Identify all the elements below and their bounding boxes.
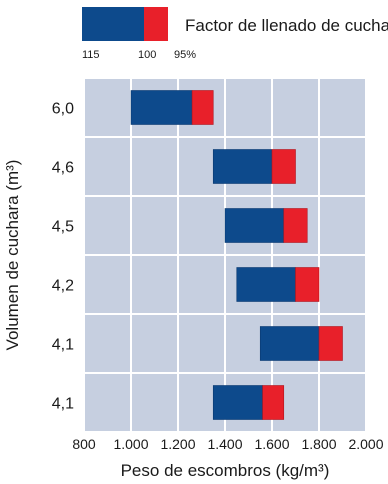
legend-swatch-red: [144, 7, 168, 41]
bar-red-4: [318, 326, 343, 361]
bar-red-0: [191, 90, 214, 125]
bars: [130, 90, 343, 420]
bar-red-2: [283, 208, 308, 243]
y-tick-label: 4,6: [52, 160, 74, 177]
bar-red-3: [295, 267, 320, 302]
bar-blue-1: [212, 149, 273, 184]
bar-red-1: [271, 149, 296, 184]
y-axis-label: Volumen de cuchara (m³): [3, 160, 22, 351]
x-tick-label: 1.400: [207, 436, 242, 452]
y-tick-label: 4,1: [52, 396, 74, 413]
bar-blue-3: [236, 267, 296, 302]
x-tick-label: 1.000: [113, 436, 148, 452]
legend-swatch-blue: [82, 7, 144, 41]
x-tick-label: 1.600: [254, 436, 289, 452]
x-tick-label: 1.200: [160, 436, 195, 452]
y-tick-label: 6,0: [52, 101, 74, 118]
x-tick-label: 800: [72, 436, 96, 452]
legend-sublabel-95: 95%: [174, 49, 196, 61]
grid: [83, 77, 367, 433]
bar-blue-4: [259, 326, 320, 361]
y-tick-label: 4,1: [52, 337, 74, 354]
legend-sublabel-100: 100: [138, 49, 156, 61]
bar-red-5: [262, 385, 285, 420]
bar-blue-2: [224, 208, 285, 243]
plot-border: [83, 77, 367, 433]
x-tick-label: 2.000: [348, 436, 383, 452]
y-tick-label: 4,5: [52, 219, 74, 236]
x-axis-label: Peso de escombros (kg/m³): [121, 461, 330, 480]
x-tick-label: 1.800: [301, 436, 336, 452]
y-tick-label: 4,2: [52, 278, 74, 295]
x-tick-labels: 800 1.000 1.200 1.400 1.600 1.800 2.000: [72, 436, 383, 452]
bar-blue-0: [130, 90, 193, 125]
bar-blue-5: [212, 385, 263, 420]
y-tick-labels: 6,0 4,6 4,5 4,2 4,1 4,1: [52, 101, 74, 413]
legend-sublabel-115: 115: [82, 49, 100, 61]
legend: Factor de llenado de cuchara 115 100 95%: [82, 7, 388, 61]
legend-title: Factor de llenado de cuchara: [185, 16, 388, 35]
